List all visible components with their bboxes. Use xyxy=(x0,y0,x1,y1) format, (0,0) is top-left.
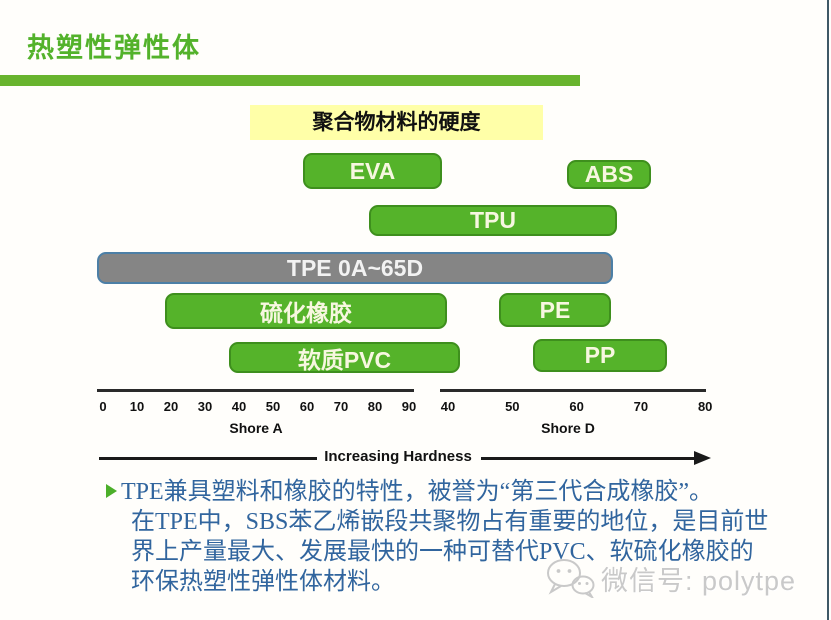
bar-abs: ABS xyxy=(567,160,651,189)
tick-shore-a-60: 60 xyxy=(299,399,315,414)
arrow-head-icon xyxy=(694,451,711,465)
bar-soft-pvc: 软质PVC xyxy=(229,342,460,373)
axis-line-shore-a xyxy=(97,389,414,392)
tick-shore-d-80: 80 xyxy=(697,399,713,414)
tick-shore-d-50: 50 xyxy=(505,399,520,414)
paragraph-line: 环保热塑性弹性体材料。 xyxy=(131,569,395,595)
tick-shore-a-20: 20 xyxy=(163,399,179,414)
bar-vulcanized-rubber: 硫化橡胶 xyxy=(165,293,447,329)
tick-shore-a-30: 30 xyxy=(197,399,213,414)
title-underline xyxy=(0,75,580,86)
bar-tpe: TPE 0A~65D xyxy=(97,252,613,284)
paragraph-line: 界上产量最大、发展最快的一种可替代PVC、软硫化橡胶的 xyxy=(131,539,754,565)
paragraph-line: TPE兼具塑料和橡胶的特性，被誉为“第三代合成橡胶”。 xyxy=(121,479,713,505)
tick-shore-a-40: 40 xyxy=(231,399,247,414)
increasing-hardness-label: Increasing Hardness xyxy=(324,448,472,465)
tick-shore-a-0: 0 xyxy=(99,399,107,414)
axis-line-shore-d xyxy=(440,389,706,392)
bar-pe: PE xyxy=(499,293,611,327)
bar-eva: EVA xyxy=(303,153,442,189)
tick-shore-d-70: 70 xyxy=(633,399,649,414)
description-paragraph: TPE兼具塑料和橡胶的特性，被誉为“第三代合成橡胶”。 在TPE中，SBS苯乙烯… xyxy=(104,477,816,597)
tick-shore-a-10: 10 xyxy=(129,399,145,414)
tick-shore-a-90: 90 xyxy=(401,399,417,414)
chart-title: 聚合物材料的硬度 xyxy=(250,105,543,140)
watermark: 微信号: polytpe xyxy=(545,558,796,598)
tick-shore-a-80: 80 xyxy=(367,399,383,414)
slide-right-border xyxy=(827,0,829,620)
shore-a-axis-title: Shore A xyxy=(229,420,283,436)
bar-tpu: TPU xyxy=(369,205,617,236)
tick-shore-d-60: 60 xyxy=(569,399,584,414)
wechat-icon xyxy=(547,559,595,598)
watermark-text: 微信号: polytpe xyxy=(601,565,797,596)
shore-d-axis-title: Shore D xyxy=(541,420,595,436)
bar-pp: PP xyxy=(533,339,667,372)
paragraph-line: 在TPE中，SBS苯乙烯嵌段共聚物占有重要的地位，是目前世 xyxy=(131,509,769,535)
slide-title: 热塑性弹性体 xyxy=(27,33,201,63)
increasing-hardness-line-left xyxy=(99,457,317,460)
tick-shore-a-70: 70 xyxy=(333,399,349,414)
tick-shore-a-50: 50 xyxy=(265,399,281,414)
tick-shore-d-40: 40 xyxy=(440,399,456,414)
triangle-bullet-icon xyxy=(106,484,117,498)
increasing-hardness-line-right xyxy=(481,457,695,460)
